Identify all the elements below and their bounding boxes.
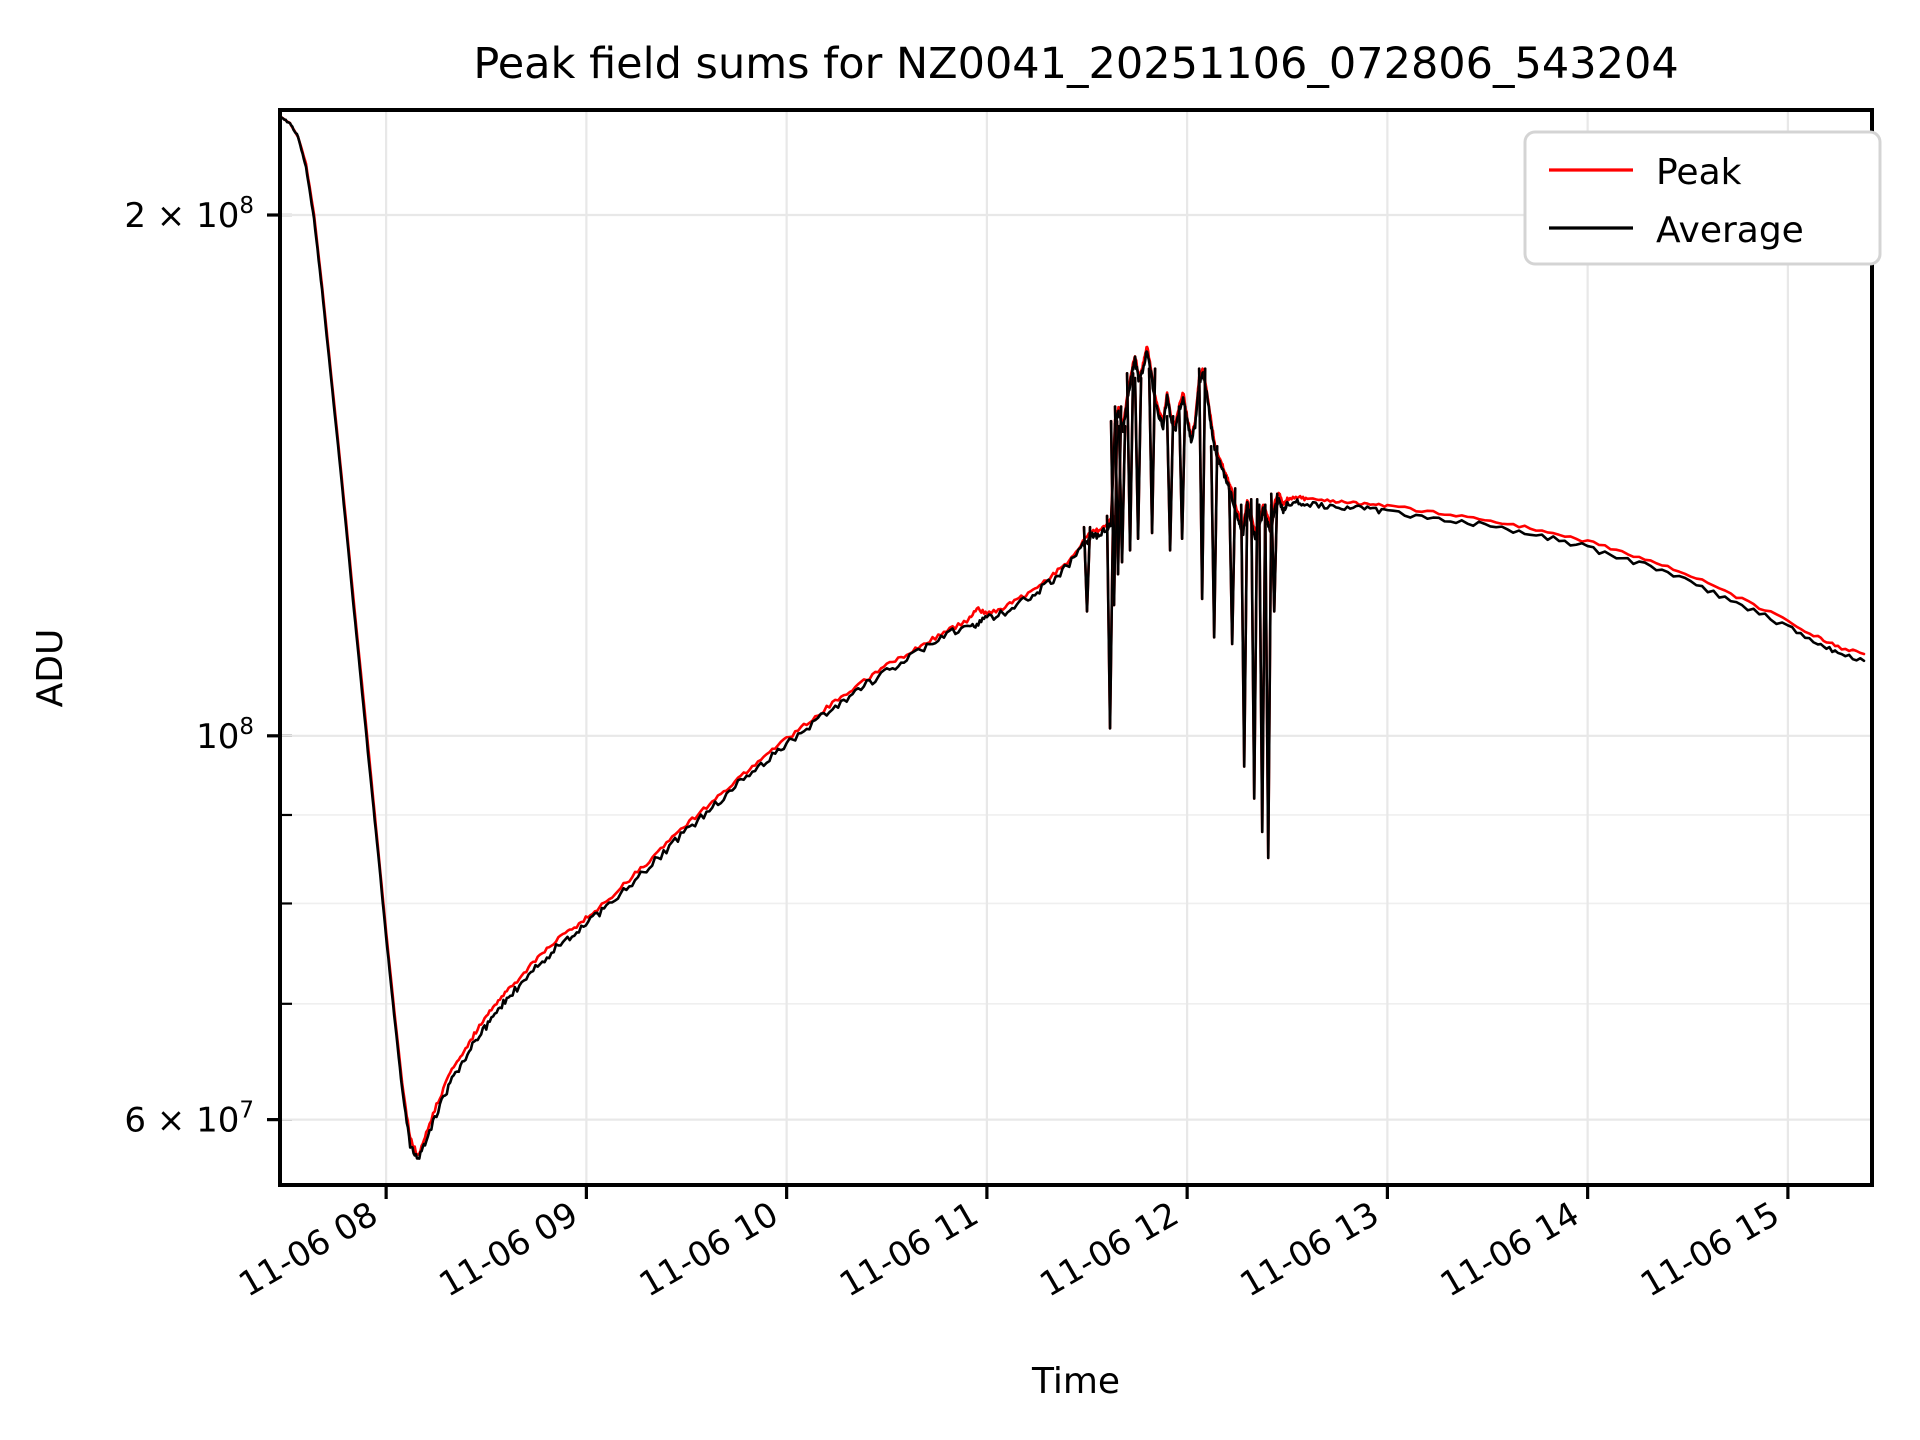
dropout-spike-average xyxy=(1269,492,1279,613)
dropout-spike-average xyxy=(1105,514,1115,730)
dropout-spike-average xyxy=(1125,372,1135,552)
chart-title: Peak field sums for NZ0041_20251106_0728… xyxy=(473,39,1678,89)
dropout-spike-average xyxy=(1177,405,1187,540)
legend-label-peak: Peak xyxy=(1656,152,1742,193)
dropout-spike-average xyxy=(1257,503,1267,834)
axes-spines xyxy=(278,108,1874,1187)
legend-box xyxy=(1523,130,1882,266)
dropout-spike-average xyxy=(1117,424,1127,564)
legend[interactable]: Peak Average xyxy=(1523,130,1882,266)
dropout-spike-average xyxy=(1239,503,1249,768)
y-tick-label: 2 × 108 xyxy=(124,193,254,236)
legend-label-average: Average xyxy=(1656,210,1804,251)
x-tick-marks xyxy=(384,1185,1790,1199)
dropout-spike-average xyxy=(1249,497,1259,800)
y-tick-labels: 6 × 107 108 2 × 108 xyxy=(124,193,254,1141)
dropout-spike-average xyxy=(1197,367,1207,601)
dropout-spikes xyxy=(1082,367,1279,860)
grid-major-x xyxy=(385,110,1789,1185)
plot-area-background xyxy=(280,110,1872,1185)
y-tick-label: 6 × 107 xyxy=(124,1098,254,1141)
dropout-spike-average xyxy=(1227,487,1237,646)
dropout-spike-average xyxy=(1082,525,1092,613)
dropout-spike-average xyxy=(1147,367,1157,535)
x-axis-label: Time xyxy=(1031,1361,1120,1402)
y-axis-label: ADU xyxy=(30,629,71,708)
dropout-spike-average xyxy=(1263,503,1273,860)
dropout-spike-average xyxy=(1133,376,1143,540)
y-tick-marks xyxy=(267,213,280,1122)
dropout-spike-average xyxy=(1165,414,1175,552)
dropout-spike-average xyxy=(1209,445,1219,639)
y-tick-label: 108 xyxy=(196,714,254,757)
